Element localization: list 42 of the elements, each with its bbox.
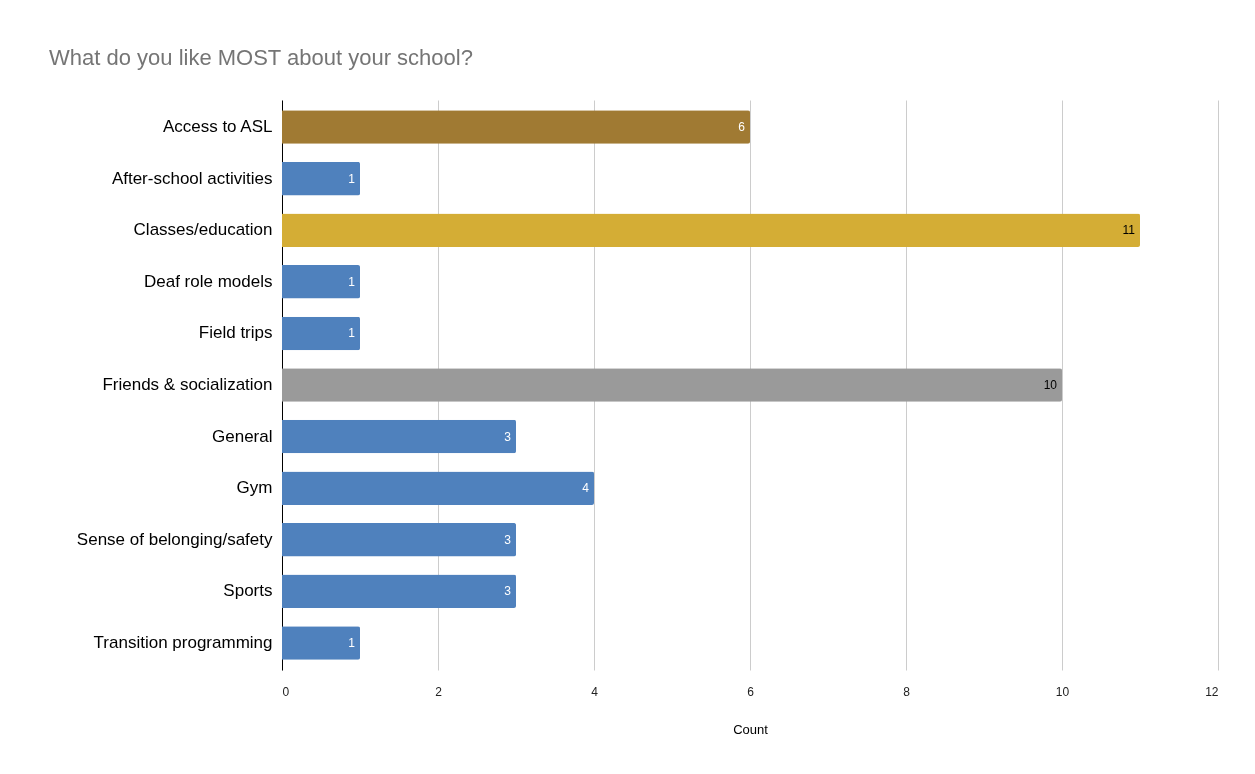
x-tick-label: 12 <box>1205 684 1219 699</box>
bar <box>282 626 360 660</box>
x-tick-label: 10 <box>1055 684 1070 699</box>
x-axis-title: Count <box>733 721 769 737</box>
y-tick-label: Transition programming <box>93 632 273 652</box>
data-label: 3 <box>504 584 512 599</box>
data-label: 6 <box>738 120 746 135</box>
data-label: 3 <box>504 532 512 547</box>
bar <box>282 574 516 609</box>
y-tick-label: Sports <box>223 581 273 601</box>
y-tick-label: Field trips <box>198 323 273 343</box>
y-tick-label: Deaf role models <box>143 271 273 291</box>
bar <box>282 368 1062 402</box>
y-tick-label: Friends & socialization <box>102 375 273 394</box>
bar <box>282 471 594 505</box>
y-tick-label: Classes/education <box>133 220 273 240</box>
bar <box>282 213 1140 248</box>
bar <box>282 419 516 454</box>
data-label: 4 <box>582 481 590 496</box>
x-tick-label: 0 <box>282 684 290 699</box>
x-tick-label: 4 <box>591 684 599 699</box>
x-tick-label: 8 <box>903 684 911 699</box>
data-label: 1 <box>348 635 356 650</box>
y-tick-label: Access to ASL <box>162 117 273 137</box>
bar <box>282 522 516 557</box>
x-tick-label: 6 <box>747 684 755 699</box>
data-label: 11 <box>1122 223 1136 238</box>
bar <box>282 316 360 351</box>
data-label: 1 <box>348 274 356 289</box>
bar <box>282 161 360 196</box>
bar <box>282 110 750 144</box>
data-label: 1 <box>348 326 356 341</box>
chart-title: What do you like MOST about your school? <box>49 45 473 70</box>
data-label: 1 <box>348 171 356 186</box>
bar <box>282 265 360 299</box>
y-tick-label: Sense of belonging/safety <box>76 529 273 549</box>
data-label: 10 <box>1043 378 1058 392</box>
y-tick-label: Gym <box>236 478 273 498</box>
x-tick-label: 2 <box>435 684 443 699</box>
y-tick-label: After-school activities <box>111 168 273 188</box>
y-tick-label: General <box>212 426 273 446</box>
data-label: 3 <box>504 429 512 444</box>
